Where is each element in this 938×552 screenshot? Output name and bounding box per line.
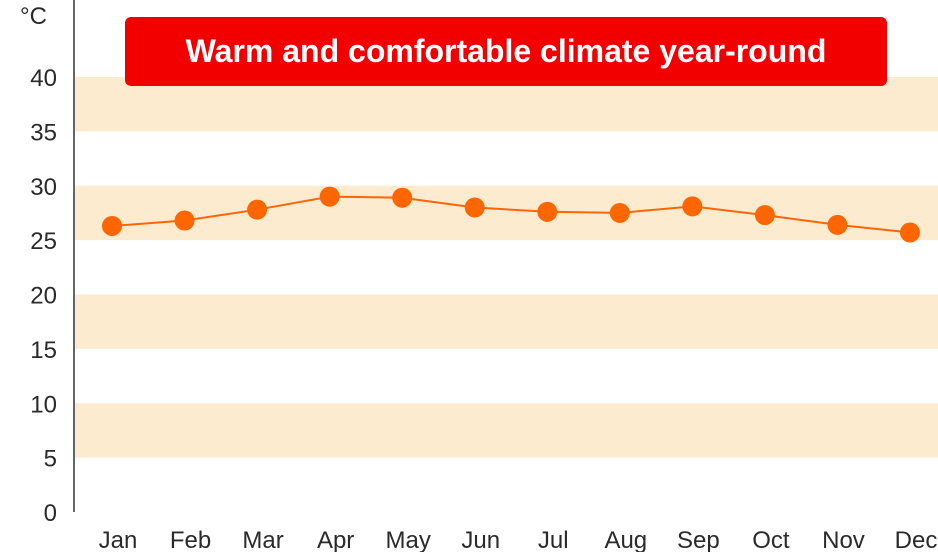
data-point-mar (247, 199, 268, 220)
y-tick-label: 20 (30, 283, 57, 310)
data-point-dec (900, 222, 920, 243)
data-point-jan (102, 215, 122, 236)
band-35-40 (75, 77, 938, 132)
data-point-sep (682, 196, 703, 217)
x-tick-label: Aug (604, 527, 647, 552)
y-tick-label: 0 (44, 500, 57, 527)
data-point-jun (464, 197, 485, 218)
x-tick-label: Feb (170, 527, 211, 552)
x-tick-label: Sep (677, 527, 720, 552)
y-tick-label: 35 (30, 119, 57, 146)
series-layer (102, 186, 920, 243)
data-point-apr (319, 186, 340, 207)
chart-title: Warm and comfortable climate year-round (125, 17, 887, 86)
band-5-10 (75, 403, 938, 458)
data-point-aug (609, 202, 630, 223)
band-15-20 (75, 294, 938, 349)
x-tick-label: Mar (242, 527, 283, 552)
x-tick-label: Nov (822, 527, 865, 552)
x-tick-label: Jun (461, 527, 500, 552)
x-tick-label: Apr (317, 527, 354, 552)
data-point-may (392, 187, 413, 208)
y-tick-label: 40 (30, 65, 57, 92)
x-tick-label: Jul (538, 527, 569, 552)
data-point-feb (174, 210, 195, 231)
y-tick-label: 5 (44, 446, 57, 473)
y-tick-labels: 0 5 10 15 20 25 30 35 40 (30, 65, 57, 527)
y-tick-label: 10 (30, 391, 57, 418)
x-tick-label: Jan (99, 527, 138, 552)
x-tick-label: Dec (895, 527, 938, 552)
band-25-30 (75, 185, 938, 241)
y-tick-label: 30 (30, 174, 57, 201)
band-layer (75, 77, 938, 458)
y-tick-label: 15 (30, 337, 57, 364)
y-axis-unit-label: °C (20, 3, 47, 30)
y-tick-label: 25 (30, 228, 57, 255)
data-point-jul (537, 201, 558, 222)
series-line (111, 195, 911, 234)
x-tick-label: May (386, 527, 431, 552)
x-tick-label: Oct (752, 527, 790, 552)
x-tick-labels: Jan Feb Mar Apr May Jun Jul Aug Sep Oct Nov Dec (99, 527, 938, 552)
data-point-nov (827, 214, 848, 235)
data-point-oct (754, 205, 775, 226)
